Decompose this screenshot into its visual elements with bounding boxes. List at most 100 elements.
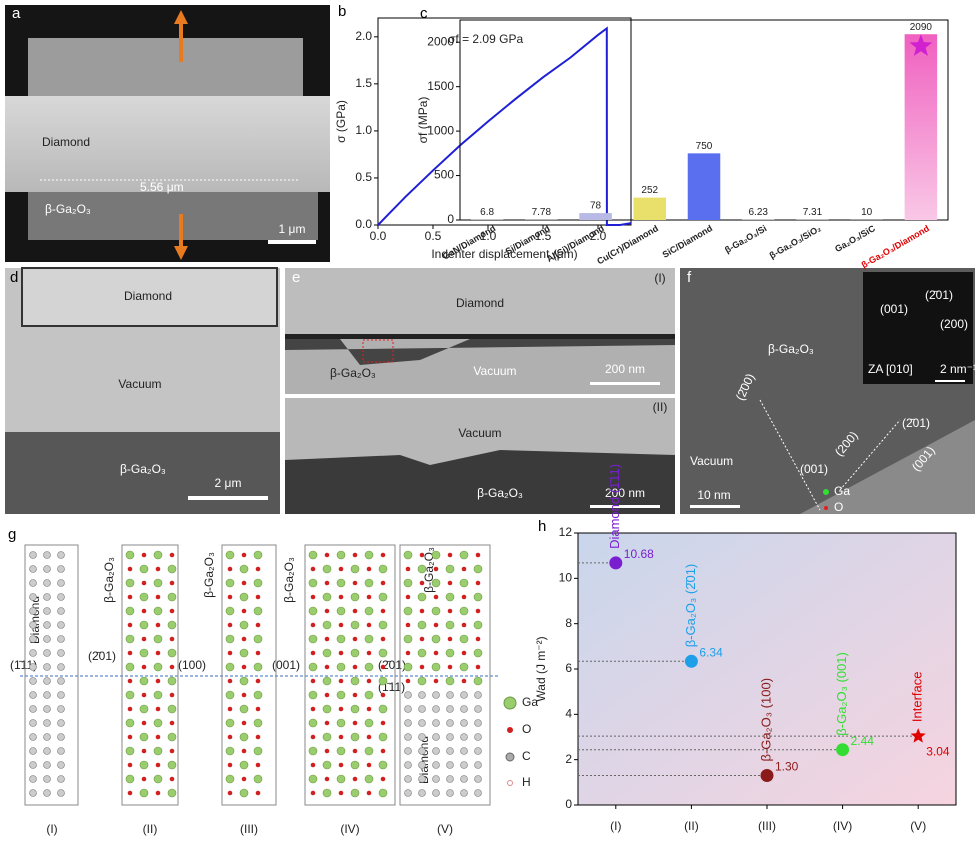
atom: [419, 664, 425, 670]
star: [909, 34, 933, 56]
panel-d: d Diamond Vacuum β-Ga₂O₃ 2 μm: [5, 267, 280, 514]
atom: [227, 566, 233, 572]
point-label: Interface: [910, 671, 925, 722]
point-label: β-Ga₂O₃ (2̄01): [683, 564, 698, 648]
label: β-Ga₂O₃: [330, 366, 376, 380]
cell-box: [24, 544, 79, 806]
atom: [153, 746, 163, 756]
atom: [308, 634, 318, 644]
atom: [338, 790, 344, 796]
atom: [227, 594, 233, 600]
y-tick-label: 1.0: [355, 123, 372, 137]
atom: [352, 664, 358, 670]
atom: [364, 774, 374, 784]
atom: [404, 775, 412, 783]
atom: [43, 747, 51, 755]
atom: [447, 552, 453, 558]
y-axis-label: σf (MPa): [416, 97, 430, 144]
atom: [255, 566, 261, 572]
atom: [127, 762, 133, 768]
atom: [445, 564, 455, 574]
atom: [403, 662, 413, 672]
atom: [141, 664, 147, 670]
y-tick-label: 4: [565, 707, 572, 721]
point: [910, 728, 926, 743]
atom: [227, 790, 233, 796]
label: Vacuum: [118, 377, 161, 391]
atom: [445, 676, 455, 686]
panel-e: e Diamond (I) β-Ga₂O₃ Vacuum 200 nm (II)…: [285, 268, 675, 514]
atom: [57, 677, 65, 685]
y-tick-label: 2: [565, 752, 572, 766]
atom: [139, 760, 149, 770]
atom: [460, 691, 468, 699]
label: (III): [240, 822, 258, 836]
x-tick-label: 0.5: [425, 229, 442, 243]
atom: [474, 775, 482, 783]
atom: [403, 578, 413, 588]
atom: [57, 789, 65, 797]
atom: [125, 662, 135, 672]
atom: [431, 662, 441, 672]
atom: [404, 733, 412, 741]
atom: [364, 690, 374, 700]
cell-box: [399, 544, 491, 806]
atom: [167, 704, 177, 714]
y-axis-label: Wad (J m⁻²): [534, 636, 548, 701]
atom: [350, 564, 360, 574]
atom: [322, 676, 332, 686]
panel-label: h: [538, 518, 546, 535]
panel-label: f: [687, 269, 692, 286]
atom: [378, 704, 388, 714]
atom: [43, 579, 51, 587]
atom: [29, 621, 37, 629]
atom: [433, 622, 439, 628]
atom: [169, 692, 175, 698]
atom: [241, 664, 247, 670]
atom: [253, 578, 263, 588]
atom: [310, 706, 316, 712]
atom: [57, 551, 65, 559]
atom: [417, 564, 427, 574]
atom: [308, 718, 318, 728]
atom: [29, 719, 37, 727]
y-tick-label: 0.5: [355, 170, 372, 184]
atom: [350, 788, 360, 798]
atom: [366, 762, 372, 768]
atom: [167, 760, 177, 770]
atom: [241, 748, 247, 754]
atom: [418, 719, 426, 727]
y-tick-label: 500: [434, 168, 454, 182]
atom: [127, 734, 133, 740]
atom: [324, 664, 330, 670]
label: β-Ga₂O₃: [282, 557, 296, 603]
label: (2̄01): [88, 649, 116, 663]
scale-bar: [188, 496, 268, 500]
atom: [310, 566, 316, 572]
x-tick-label: (III): [758, 819, 776, 833]
atom: [364, 606, 374, 616]
atom: [310, 622, 316, 628]
atom: [153, 718, 163, 728]
atom: [239, 620, 249, 630]
atom: [225, 606, 235, 616]
y-tick-label: 2.0: [355, 29, 372, 43]
value-label: 10: [861, 207, 873, 218]
atom: [153, 774, 163, 784]
atom: [139, 704, 149, 714]
atom: [366, 622, 372, 628]
atom: [446, 761, 454, 769]
atom: [322, 564, 332, 574]
region: [5, 96, 330, 192]
atom: [378, 648, 388, 658]
atom: [433, 594, 439, 600]
legend-dot: [824, 506, 828, 510]
atom: [155, 734, 161, 740]
atom: [418, 775, 426, 783]
guide-line: [759, 399, 821, 511]
atom: [153, 690, 163, 700]
atom: [461, 594, 467, 600]
label: (I): [46, 822, 57, 836]
atom: [378, 732, 388, 742]
atom: [43, 649, 51, 657]
